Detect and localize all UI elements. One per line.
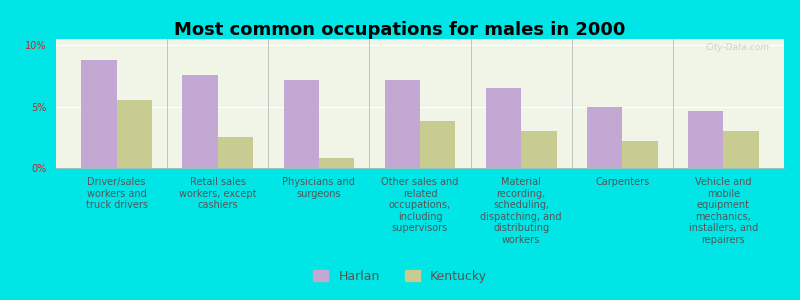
Bar <box>82 60 117 168</box>
Text: City-Data.com: City-Data.com <box>706 43 770 52</box>
Legend: Harlan, Kentucky: Harlan, Kentucky <box>308 265 492 288</box>
Bar <box>420 121 455 168</box>
Bar <box>385 80 420 168</box>
Bar <box>521 131 557 168</box>
Bar <box>688 112 723 168</box>
Bar <box>218 137 253 168</box>
Bar <box>319 158 354 168</box>
Bar <box>587 106 622 168</box>
Bar <box>622 141 658 168</box>
Bar <box>486 88 521 168</box>
Bar <box>723 131 758 168</box>
Text: Most common occupations for males in 2000: Most common occupations for males in 200… <box>174 21 626 39</box>
Bar <box>117 100 152 168</box>
Bar <box>182 75 218 168</box>
Bar <box>283 80 319 168</box>
